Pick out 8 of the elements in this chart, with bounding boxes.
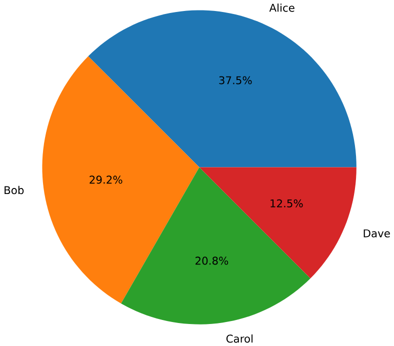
data-label: 37.5%	[219, 76, 252, 84]
slice-label: Carol	[226, 334, 253, 343]
data-label: 12.5%	[270, 199, 303, 208]
slice-label: Dave	[364, 229, 390, 238]
slice-label: Bob	[4, 186, 24, 194]
data-label: 20.8%	[196, 256, 228, 265]
data-label: 29.2%	[90, 176, 122, 184]
slice-label: Alice	[269, 3, 294, 12]
